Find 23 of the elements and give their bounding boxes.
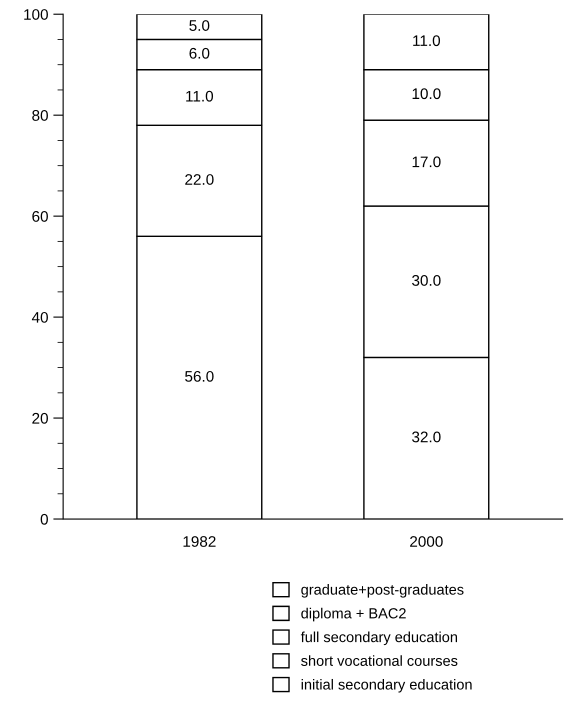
y-tick-label: 20 [32, 412, 48, 424]
y-tick-label: 0 [40, 514, 48, 525]
data-label: 32.0 [412, 432, 441, 442]
data-label: 5.0 [189, 20, 210, 31]
data-label: 56.0 [185, 370, 214, 382]
data-label: 30.0 [412, 275, 441, 286]
data-label: 11.0 [186, 90, 214, 102]
data-label: 6.0 [189, 48, 210, 59]
data-label: 17.0 [412, 156, 441, 168]
x-tick-label: 2000 [410, 536, 443, 547]
y-tick-label: 60 [32, 211, 48, 222]
legend-label: full secondary education [300, 631, 458, 646]
legend-label: graduate+post-graduates [301, 584, 464, 598]
data-label: 10.0 [412, 88, 441, 100]
data-label: 22.0 [185, 174, 214, 185]
legend-label: initial secondary education [302, 678, 472, 693]
y-tick-label: 40 [32, 312, 48, 323]
x-tick-label: 1982 [184, 536, 216, 547]
legend-label: short vocational courses [301, 655, 458, 666]
legend-label: diploma + BAC2 [301, 608, 406, 622]
data-label: 11.0 [413, 35, 440, 46]
y-tick-label: 80 [32, 110, 48, 121]
y-tick-label: 100 [24, 9, 48, 20]
